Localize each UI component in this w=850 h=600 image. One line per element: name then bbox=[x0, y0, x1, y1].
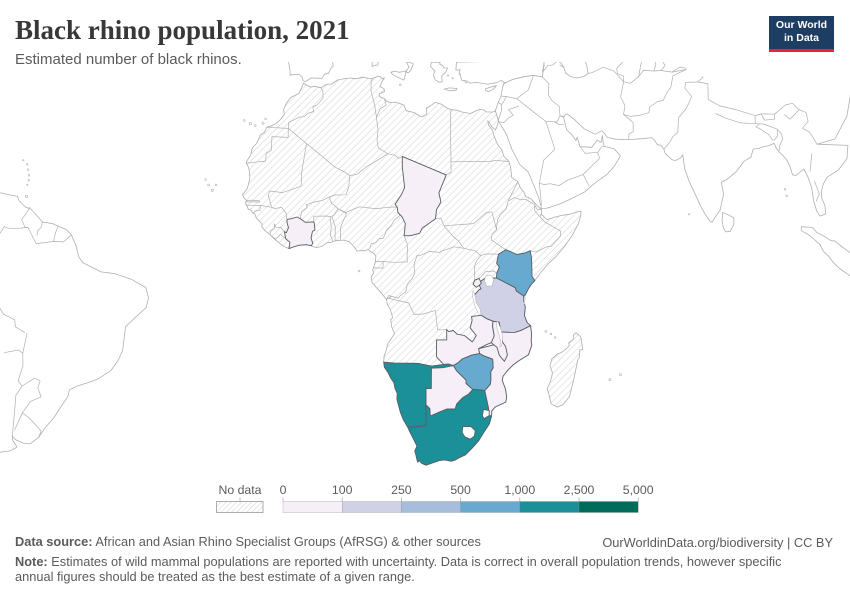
svg-text:500: 500 bbox=[450, 483, 471, 497]
svg-text:250: 250 bbox=[391, 483, 412, 497]
svg-text:No data: No data bbox=[218, 483, 261, 497]
svg-text:0: 0 bbox=[280, 483, 287, 497]
svg-text:5,000: 5,000 bbox=[623, 483, 654, 497]
svg-text:2,500: 2,500 bbox=[564, 483, 595, 497]
svg-text:100: 100 bbox=[332, 483, 353, 497]
svg-text:1,000: 1,000 bbox=[504, 483, 535, 497]
